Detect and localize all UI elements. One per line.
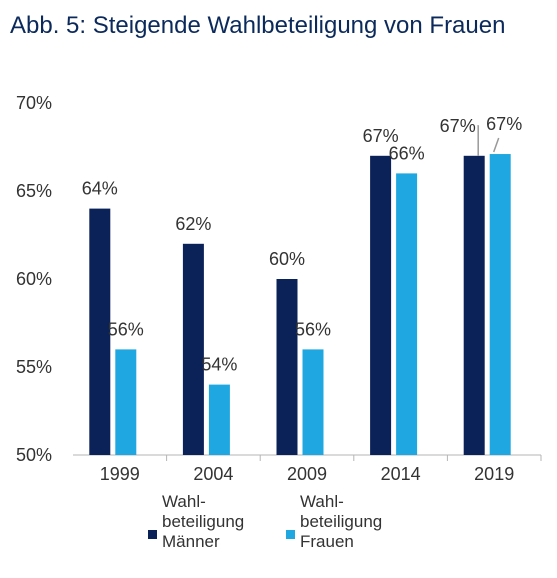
data-label: 67% — [486, 114, 522, 134]
bar-frauen-2004 — [208, 384, 230, 455]
legend-swatch-frauen — [286, 530, 295, 539]
bar-frauen-2014 — [396, 173, 418, 455]
legend-label-maenner: Wahl- beteiligung Männer — [162, 492, 245, 551]
bar-frauen-1999 — [115, 349, 137, 455]
data-label: 60% — [269, 249, 305, 269]
data-label: 64% — [82, 179, 118, 199]
legend-label-frauen: Wahl- beteiligung Frauen — [300, 492, 383, 551]
bar-maenner-2019 — [463, 155, 485, 456]
data-label: 66% — [389, 143, 425, 163]
leader-line — [492, 137, 500, 153]
y-tick-label: 60% — [16, 269, 52, 289]
y-tick-label: 70% — [16, 93, 52, 113]
x-tick-label: 1999 — [100, 464, 140, 484]
y-tick-label: 65% — [16, 181, 52, 201]
y-tick-label: 50% — [16, 445, 52, 465]
data-label: 67% — [440, 116, 476, 136]
x-tick-label: 2009 — [287, 464, 327, 484]
chart-title: Abb. 5: Steigende Wahlbeteiligung von Fr… — [10, 12, 506, 39]
leader-line — [477, 125, 479, 156]
legend-swatch-maenner — [148, 530, 157, 539]
bar-frauen-2009 — [302, 349, 324, 455]
x-tick-label: 2014 — [381, 464, 421, 484]
data-label: 67% — [363, 126, 399, 146]
x-tick-label: 2019 — [474, 464, 514, 484]
y-tick-label: 55% — [16, 357, 52, 377]
bar-maenner-2004 — [182, 243, 204, 455]
data-label: 56% — [108, 319, 144, 339]
data-label: 62% — [175, 214, 211, 234]
data-label: 54% — [201, 355, 237, 375]
bar-maenner-2009 — [276, 279, 298, 455]
bar-maenner-1999 — [89, 208, 111, 455]
bar-maenner-2014 — [370, 155, 392, 456]
bar-frauen-2019 — [489, 154, 511, 456]
data-label: 56% — [295, 319, 331, 339]
x-tick-label: 2004 — [193, 464, 233, 484]
